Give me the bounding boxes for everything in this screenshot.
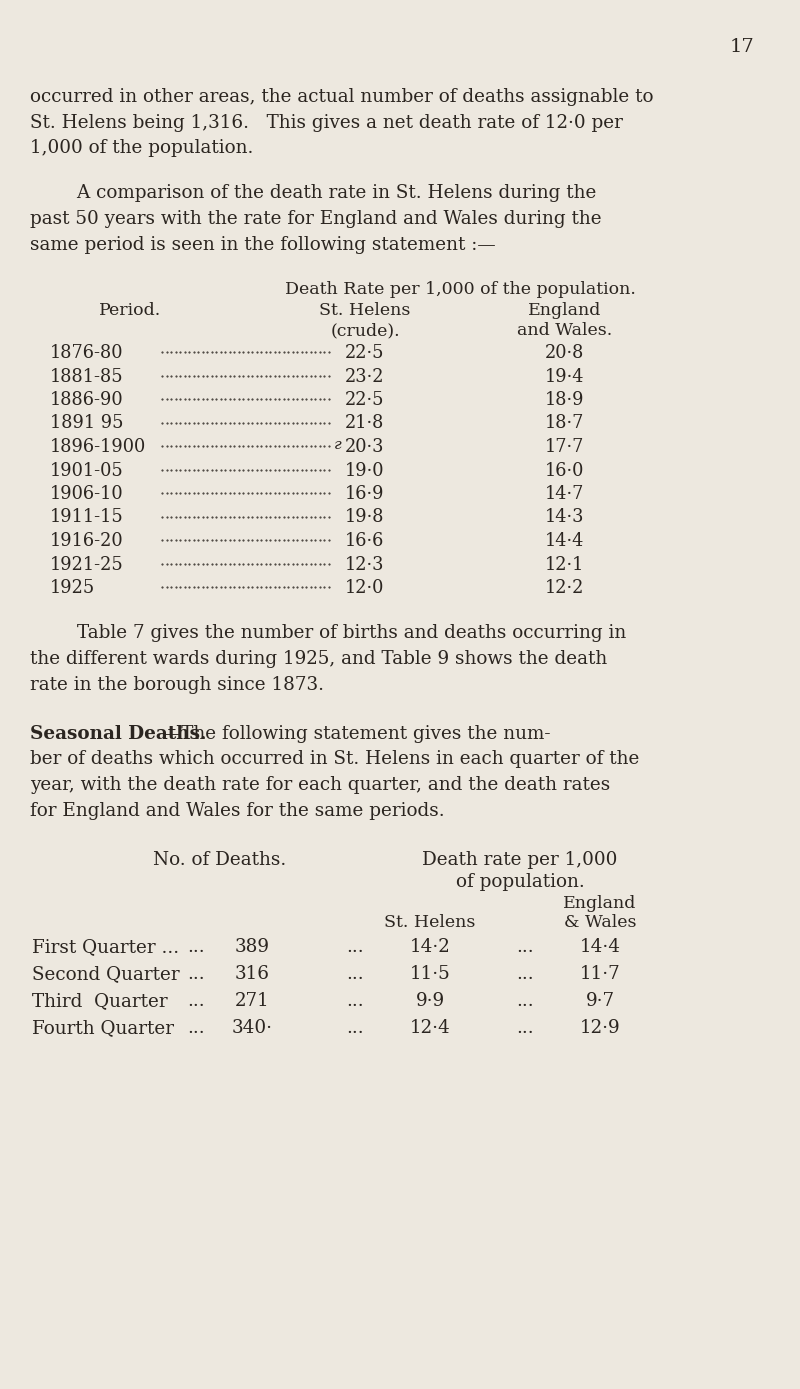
Text: 18·7: 18·7 <box>546 414 585 432</box>
Text: 12·0: 12·0 <box>346 579 385 597</box>
Text: 17·7: 17·7 <box>546 438 585 456</box>
Text: ...: ... <box>187 965 205 983</box>
Text: 11·7: 11·7 <box>580 965 620 983</box>
Text: Death Rate per 1,000 of the population.: Death Rate per 1,000 of the population. <box>285 281 635 299</box>
Text: 271: 271 <box>234 992 270 1010</box>
Text: 20·3: 20·3 <box>346 438 385 456</box>
Text: ...: ... <box>346 938 364 956</box>
Text: ...: ... <box>346 965 364 983</box>
Text: 9·9: 9·9 <box>415 992 445 1010</box>
Text: A comparison of the death rate in St. Helens during the: A comparison of the death rate in St. He… <box>30 185 596 203</box>
Text: 22·5: 22·5 <box>346 344 385 363</box>
Text: the different wards during 1925, and Table 9 shows the death: the different wards during 1925, and Tab… <box>30 650 607 668</box>
Text: 14·2: 14·2 <box>410 938 450 956</box>
Text: 1,000 of the population.: 1,000 of the population. <box>30 139 254 157</box>
Text: Table 7 gives the number of births and deaths occurring in: Table 7 gives the number of births and d… <box>30 625 626 643</box>
Text: (crude).: (crude). <box>330 322 400 339</box>
Text: 14·4: 14·4 <box>579 938 621 956</box>
Text: 21·8: 21·8 <box>346 414 385 432</box>
Text: and Wales.: and Wales. <box>518 322 613 339</box>
Text: for England and Wales for the same periods.: for England and Wales for the same perio… <box>30 801 445 820</box>
Text: rate in the borough since 1873.: rate in the borough since 1873. <box>30 675 324 693</box>
Text: ...: ... <box>187 938 205 956</box>
Text: 17: 17 <box>730 38 754 56</box>
Text: 1881-85: 1881-85 <box>50 368 124 386</box>
Text: 389: 389 <box>234 938 270 956</box>
Text: England: England <box>563 895 637 913</box>
Text: 18·9: 18·9 <box>546 390 585 408</box>
Text: 12·3: 12·3 <box>346 556 385 574</box>
Text: 14·3: 14·3 <box>546 508 585 526</box>
Text: ...: ... <box>516 965 534 983</box>
Text: 1906-10: 1906-10 <box>50 485 124 503</box>
Text: 316: 316 <box>234 965 270 983</box>
Text: year, with the death rate for each quarter, and the death rates: year, with the death rate for each quart… <box>30 776 610 795</box>
Text: same period is seen in the following statement :—: same period is seen in the following sta… <box>30 236 496 254</box>
Text: 1925: 1925 <box>50 579 95 597</box>
Text: 1876-80: 1876-80 <box>50 344 123 363</box>
Text: ...: ... <box>346 992 364 1010</box>
Text: of population.: of population. <box>456 874 584 890</box>
Text: First Quarter ...: First Quarter ... <box>32 938 179 956</box>
Text: ...: ... <box>516 1020 534 1038</box>
Text: St. Helens: St. Helens <box>384 914 476 931</box>
Text: Second Quarter: Second Quarter <box>32 965 180 983</box>
Text: Death rate per 1,000: Death rate per 1,000 <box>422 851 618 870</box>
Text: & Wales: & Wales <box>564 914 636 931</box>
Text: 1891 95: 1891 95 <box>50 414 123 432</box>
Text: St. Helens being 1,316.   This gives a net death rate of 12·0 per: St. Helens being 1,316. This gives a net… <box>30 114 623 132</box>
Text: St. Helens: St. Helens <box>319 301 410 319</box>
Text: 1886-90: 1886-90 <box>50 390 124 408</box>
Text: 14·4: 14·4 <box>546 532 585 550</box>
Text: 12·1: 12·1 <box>546 556 585 574</box>
Text: ...: ... <box>346 1020 364 1038</box>
Text: Fourth Quarter: Fourth Quarter <box>32 1020 174 1038</box>
Text: 23·2: 23·2 <box>346 368 385 386</box>
Text: ...: ... <box>516 992 534 1010</box>
Text: 1921-25: 1921-25 <box>50 556 124 574</box>
Text: 1901-05: 1901-05 <box>50 461 124 479</box>
Text: 19·4: 19·4 <box>546 368 585 386</box>
Text: Seasonal Deaths.: Seasonal Deaths. <box>30 725 206 743</box>
Text: 20·8: 20·8 <box>546 344 585 363</box>
Text: —The following statement gives the num-: —The following statement gives the num- <box>163 725 550 743</box>
Text: 19·0: 19·0 <box>346 461 385 479</box>
Text: 340·: 340· <box>231 1020 273 1038</box>
Text: Third  Quarter: Third Quarter <box>32 992 168 1010</box>
Text: 16·6: 16·6 <box>346 532 385 550</box>
Text: England: England <box>528 301 602 319</box>
Text: 16·0: 16·0 <box>546 461 585 479</box>
Text: past 50 years with the rate for England and Wales during the: past 50 years with the rate for England … <box>30 210 602 228</box>
Text: 12·2: 12·2 <box>546 579 585 597</box>
Text: ...: ... <box>187 992 205 1010</box>
Text: Period.: Period. <box>99 301 161 319</box>
Text: 16·9: 16·9 <box>346 485 385 503</box>
Text: 14·7: 14·7 <box>546 485 585 503</box>
Text: 1896-1900: 1896-1900 <box>50 438 146 456</box>
Text: No. of Deaths.: No. of Deaths. <box>154 851 286 870</box>
Text: occurred in other areas, the actual number of deaths assignable to: occurred in other areas, the actual numb… <box>30 88 654 106</box>
Text: 1916-20: 1916-20 <box>50 532 124 550</box>
Text: 12·4: 12·4 <box>410 1020 450 1038</box>
Text: 9·7: 9·7 <box>586 992 614 1010</box>
Text: ...: ... <box>516 938 534 956</box>
Text: г: г <box>334 438 342 451</box>
Text: 11·5: 11·5 <box>410 965 450 983</box>
Text: ...: ... <box>187 1020 205 1038</box>
Text: 19·8: 19·8 <box>346 508 385 526</box>
Text: ber of deaths which occurred in St. Helens in each quarter of the: ber of deaths which occurred in St. Hele… <box>30 750 639 768</box>
Text: 12·9: 12·9 <box>580 1020 620 1038</box>
Text: 1911-15: 1911-15 <box>50 508 124 526</box>
Text: 22·5: 22·5 <box>346 390 385 408</box>
